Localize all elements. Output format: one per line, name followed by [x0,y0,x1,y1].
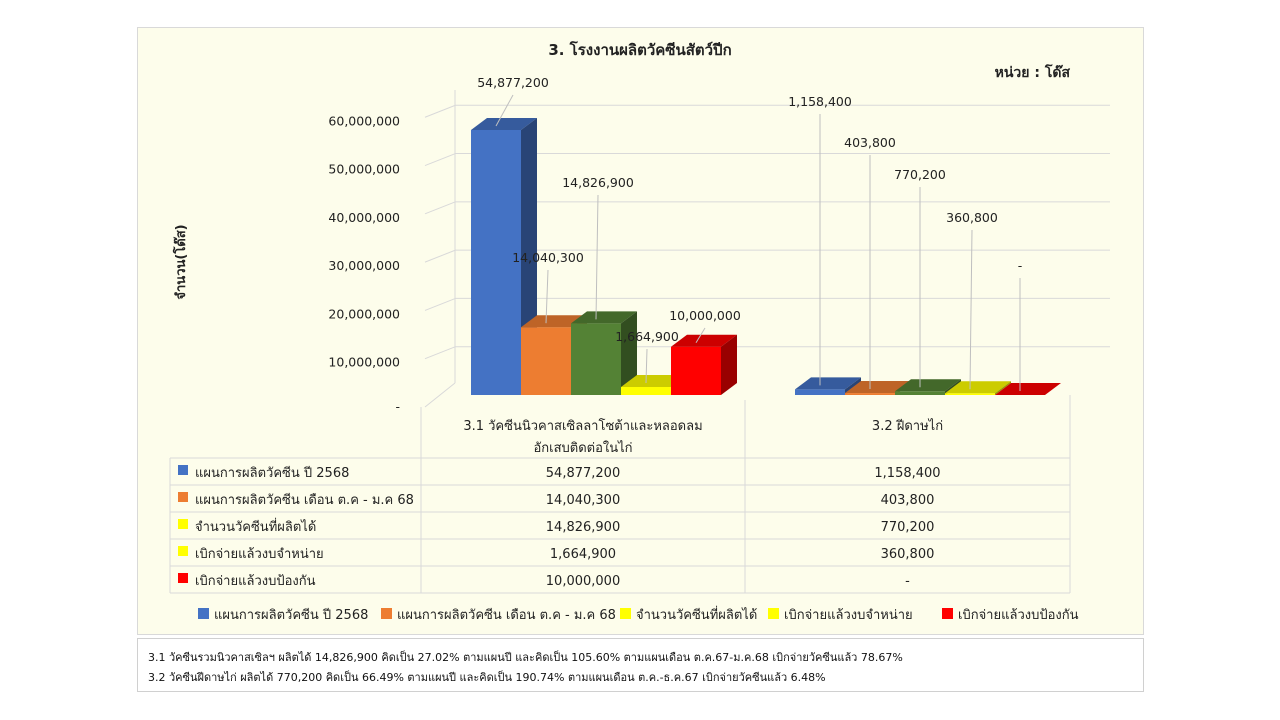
bar-top [621,374,687,387]
legend-key [942,608,953,619]
leader-line [969,229,973,390]
bar-top [795,377,861,390]
legend-key [198,608,209,619]
category-label: อักเสบติดต่อในไก่ [533,440,632,456]
bar-top [471,118,537,130]
y-tick-label: - [395,399,400,414]
table-series-name: แผนการผลิตวัคซีน ปี 2568 [195,465,349,481]
table-cell: 10,000,000 [546,574,620,589]
bar-front [521,327,571,395]
bar-front [571,323,621,395]
y-tick-label: 50,000,000 [328,162,400,177]
data-label: 10,000,000 [669,308,741,323]
table-series-name: เบิกจ่ายแล้วงบป้องกัน [195,574,316,589]
gridline-diagonal [424,104,456,118]
y-tick-label: 40,000,000 [328,210,400,225]
y-tick-label: 60,000,000 [328,113,400,128]
bar-top [571,311,637,324]
bar-top [995,383,1061,395]
bar-top [945,381,1011,394]
table-legend-key [178,492,188,502]
bar-top [521,315,587,328]
table-cell: 14,826,900 [546,520,620,535]
legend-label: แผนการผลิตวัคซีน เดือน ต.ค - ม.ค 68 [397,607,616,623]
bar-side [621,311,637,395]
chart-svg: 3. โรงงานผลิตวัคซีนสัตว์ปีกหน่วย : โด๊สจ… [169,40,1110,623]
y-tick-label: 20,000,000 [328,306,400,321]
y-axis-title: จำนวน(โด๊ส) [172,224,189,299]
chart-frame [137,27,1144,635]
table-legend-key [178,573,188,583]
gridline-diagonal [424,346,456,360]
table-legend-key [178,519,188,529]
legend-key [381,608,392,619]
gridline-diagonal [424,201,456,215]
y-tick-label: 30,000,000 [328,258,400,273]
table-cell: 360,800 [881,547,935,562]
data-label: 54,877,200 [477,75,549,90]
table-series-name: จำนวนวัคซีนที่ผลิตได้ [195,518,316,535]
table-cell: - [905,574,910,589]
data-label: 360,800 [946,210,998,225]
table-legend-key [178,465,188,475]
category-label: 3.1 วัคซีนนิวคาสเซิลลาโซต้าและหลอดลม [463,418,702,434]
legend-label: แผนการผลิตวัคซีน ปี 2568 [214,607,368,623]
footnote-box: 3.1 วัคซีนรวมนิวคาสเซิลฯ ผลิตได้ 14,826,… [137,638,1144,692]
leader-line [695,327,706,343]
bar-top [845,381,911,394]
table-cell: 1,664,900 [550,547,616,562]
data-label: 403,800 [844,135,896,150]
leader-line [595,194,599,320]
leader-line [545,269,549,324]
bar-front [795,389,845,395]
table-series-name: เบิกจ่ายแล้วงบจำหน่าย [195,547,324,562]
table-cell: 403,800 [881,493,935,508]
data-label: 14,040,300 [512,250,584,265]
gridline-diagonal [424,249,456,263]
data-label: - [1018,258,1023,273]
footnote-2: 3.2 วัคซีนฝีดาษไก่ ผลิตได้ 770,200 คิดเป… [148,671,826,684]
bar-side [721,334,737,395]
legend-label: เบิกจ่ายแล้วงบป้องกัน [958,608,1079,623]
bar-front [471,130,521,395]
data-label: 14,826,900 [562,175,634,190]
legend-key [620,608,631,619]
leader-line [645,348,648,383]
bar-top [895,379,961,392]
footnote-1: 3.1 วัคซีนรวมนิวคาสเซิลฯ ผลิตได้ 14,826,… [148,651,903,664]
table-legend-key [178,546,188,556]
gridline-diagonal [424,153,456,167]
chart-title: 3. โรงงานผลิตวัคซีนสัตว์ปีก [548,40,731,59]
table-cell: 770,200 [881,520,935,535]
data-label: 1,158,400 [788,94,852,109]
legend-label: จำนวนวัคซีนที่ผลิตได้ [636,606,757,623]
leader-line [495,94,514,127]
bar-side [995,381,1011,395]
bar-front [621,386,671,395]
bar-front [845,393,895,395]
legend-key [768,608,779,619]
y-tick-label: 10,000,000 [328,355,400,370]
table-cell: 14,040,300 [546,493,620,508]
unit-label: หน่วย : โด๊ส [995,63,1071,81]
data-label: 1,664,900 [615,329,679,344]
table-cell: 54,877,200 [546,466,620,481]
table-series-name: แผนการผลิตวัคซีน เดือน ต.ค - ม.ค 68 [195,492,414,508]
bar-front [895,391,945,395]
legend-label: เบิกจ่ายแล้วงบจำหน่าย [784,608,913,623]
floor-edge [424,382,456,408]
bar-top [671,334,737,347]
gridline-diagonal [424,297,456,311]
category-label: 3.2 ฝีดาษไก่ [872,418,943,434]
table-cell: 1,158,400 [874,466,940,481]
data-label: 770,200 [894,167,946,182]
bar-front [671,346,721,395]
bar-front [945,393,995,395]
